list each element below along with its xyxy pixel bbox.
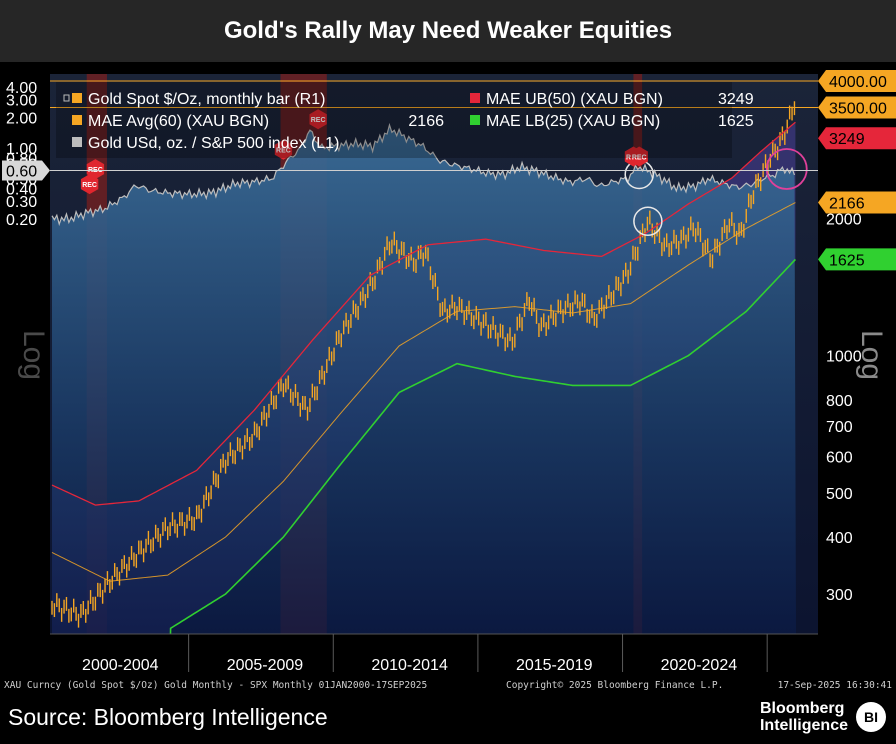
value-tag-shape xyxy=(818,191,896,214)
legend-label: Gold Spot $/Oz, monthly bar (R1) xyxy=(88,91,325,108)
bloomberg-intelligence-logo: Bloomberg Intelligence BI xyxy=(760,700,886,734)
left-tick-label: 4.00 xyxy=(6,80,37,97)
legend-item-5: MAE LB(25) (XAU BGN) 1625 xyxy=(470,113,754,130)
legend-item-4: MAE UB(50) (XAU BGN) 3249 xyxy=(470,91,754,108)
highlight-circle-2025-ratio xyxy=(765,148,808,190)
footer-meta: XAU Curncy (Gold Spot $/Oz) Gold Monthly… xyxy=(0,678,896,694)
right-value-tag-4: 2166 xyxy=(818,191,896,214)
right-value-tag-3: 3249 xyxy=(818,127,896,150)
footer-series-info: XAU Curncy (Gold Spot $/Oz) Gold Monthly… xyxy=(4,680,428,691)
right-tick-label: 800 xyxy=(826,393,853,410)
bi-badge-icon: BI xyxy=(856,702,886,732)
right-value-tag-2: 3500.00 xyxy=(818,96,896,119)
rec-marker-4: REC xyxy=(309,109,327,130)
x-period-label: 2020-2024 xyxy=(661,657,738,674)
right-value-tag-5: 1625 xyxy=(818,248,896,271)
rec-marker-label: REC xyxy=(82,182,97,189)
value-tag-shape xyxy=(818,248,896,271)
rec-marker-3: REC xyxy=(274,139,293,160)
legend-box xyxy=(56,82,732,158)
value-tag-shape xyxy=(818,70,896,93)
rec-marker-1: REC xyxy=(80,174,99,195)
highlight-circle-2020-gold xyxy=(633,206,663,237)
legend-value: 2166 xyxy=(408,113,444,130)
value-tag-label: 3249 xyxy=(829,131,865,148)
brand-line-2: Intelligence xyxy=(759,717,848,734)
left-axis-title: Log xyxy=(17,330,50,380)
legend-value: 1625 xyxy=(718,113,754,130)
left-tick-label: 0.30 xyxy=(6,194,37,211)
left-tick-label: 0.40 xyxy=(6,181,37,198)
value-tag-shape xyxy=(818,127,896,150)
rec-marker-label: REC xyxy=(311,117,326,124)
legend-swatch xyxy=(72,137,82,147)
legend-label: MAE Avg(60) (XAU BGN) xyxy=(88,113,269,130)
rec-marker-icon xyxy=(274,139,293,160)
rec-marker-6: REC xyxy=(630,146,648,167)
mae-lower-band-line xyxy=(169,258,797,634)
legend-swatch xyxy=(470,93,480,103)
legend-item-3: Gold USd, oz. / S&P 500 index (L1) xyxy=(72,135,339,152)
value-tag-shape xyxy=(2,160,50,181)
value-tag-label: 2166 xyxy=(829,196,865,213)
legend-item-1: Gold Spot $/Oz, monthly bar (R1) xyxy=(72,91,325,108)
left-tick-label: 2.00 xyxy=(6,111,37,128)
right-tick-label: 700 xyxy=(826,419,853,436)
rec-marker-icon xyxy=(309,109,327,130)
x-period-label: 2000-2004 xyxy=(82,657,159,674)
right-tick-label: 600 xyxy=(826,450,853,467)
right-tick-label: 400 xyxy=(826,530,853,547)
value-tag-label: 1625 xyxy=(829,252,865,269)
chart-title: Gold's Rally May Need Weaker Equities xyxy=(223,17,673,44)
legend-value: 3249 xyxy=(718,91,754,108)
right-tick-label: 300 xyxy=(826,587,853,604)
rec-marker-icon xyxy=(80,174,99,195)
x-period-label: 2015-2019 xyxy=(516,657,593,674)
legend-swatch xyxy=(72,93,82,103)
rec-marker-icon xyxy=(86,159,105,180)
right-axis-title: Log xyxy=(855,330,888,380)
chart-title-bar: Gold's Rally May Need Weaker Equities xyxy=(0,0,896,62)
value-tag-label: 3500.00 xyxy=(829,100,887,117)
footer-timestamp: 17-Sep-2025 16:30:41 xyxy=(777,680,892,691)
x-period-label: 2010-2014 xyxy=(371,657,448,674)
chart-area: RECRECRECRECRECREC 0.200.300.400.500.600… xyxy=(2,70,896,674)
value-tag-shape xyxy=(818,96,896,119)
right-tick-label: 500 xyxy=(826,486,853,503)
footer-copyright: Copyright© 2025 Bloomberg Finance L.P. xyxy=(506,680,724,691)
rec-marker-label: REC xyxy=(632,154,647,161)
rec-marker-label: REC xyxy=(276,148,291,155)
right-tick-label: 1000 xyxy=(826,349,862,366)
legend-label: MAE UB(50) (XAU BGN) xyxy=(486,91,663,108)
legend-swatch xyxy=(470,115,480,125)
left-tick-label: 1.00 xyxy=(6,141,37,158)
left-value-tag: 0.60 xyxy=(2,160,50,181)
legend-bar-glyph-icon xyxy=(63,94,70,102)
right-tick-label: 2000 xyxy=(826,211,862,228)
mae-upper-band-line xyxy=(51,121,796,506)
left-tick-label: 0.20 xyxy=(6,212,37,229)
value-tag-label: 0.60 xyxy=(6,163,37,180)
value-tag-label: 4000.00 xyxy=(829,74,887,91)
legend-item-2: MAE Avg(60) (XAU BGN) 2166 xyxy=(72,113,444,130)
source-label: Source: Bloomberg Intelligence xyxy=(8,704,328,730)
legend-label: Gold USd, oz. / S&P 500 index (L1) xyxy=(88,135,339,152)
brand-line-1: Bloomberg xyxy=(759,700,845,717)
ratio-line xyxy=(51,122,796,227)
x-period-label: 2005-2009 xyxy=(227,657,304,674)
legend-label: MAE LB(25) (XAU BGN) xyxy=(486,113,660,130)
mae-average-line xyxy=(51,202,796,582)
right-value-tag-1: 4000.00 xyxy=(818,70,896,93)
left-tick-label: 3.00 xyxy=(6,93,37,110)
rec-marker-icon xyxy=(630,146,648,167)
legend-swatch xyxy=(72,115,82,125)
